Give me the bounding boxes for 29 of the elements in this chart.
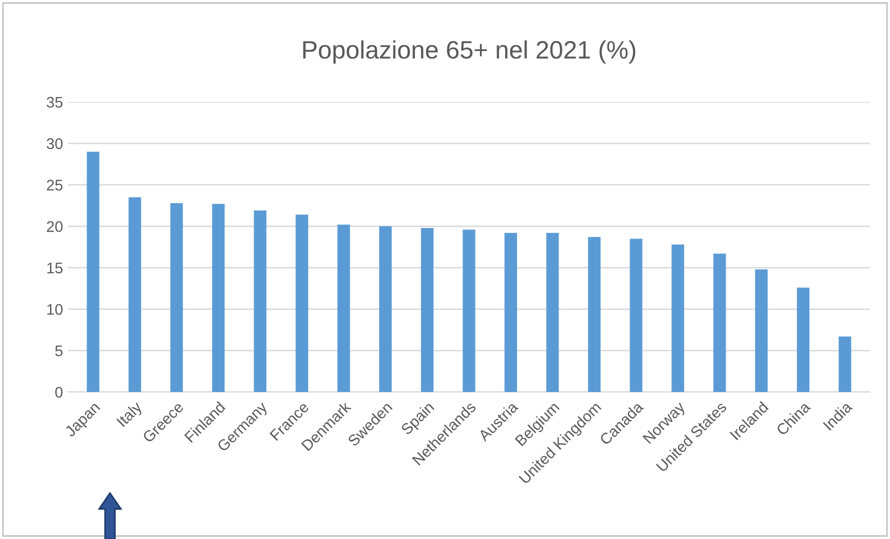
chart-title: Popolazione 65+ nel 2021 (%) [303,40,636,64]
bar [838,336,852,392]
bar [379,226,392,392]
bar [420,228,434,392]
bar [462,230,476,392]
bar [630,238,642,392]
bar [755,269,768,392]
bar [86,152,100,392]
bar [337,224,350,392]
bar [128,197,142,392]
y-tick-label: 30 [46,138,63,150]
y-tick-label: 15 [47,262,62,274]
y-tick-label: 5 [55,346,62,356]
bar [588,237,601,392]
bar [212,204,225,392]
bar [796,288,810,392]
bar [254,210,266,392]
bar [546,232,559,392]
y-tick-label: 20 [46,221,63,232]
bar [170,203,183,392]
y-tick-label: 35 [46,96,62,108]
bar [296,214,308,392]
y-tick-label: 10 [47,304,63,315]
bar [672,244,684,392]
bar [713,254,726,392]
bar [504,232,518,392]
y-tick-label: 0 [55,386,63,398]
y-tick-label: 25 [46,180,62,191]
x-tick-label: Italy [116,400,145,430]
